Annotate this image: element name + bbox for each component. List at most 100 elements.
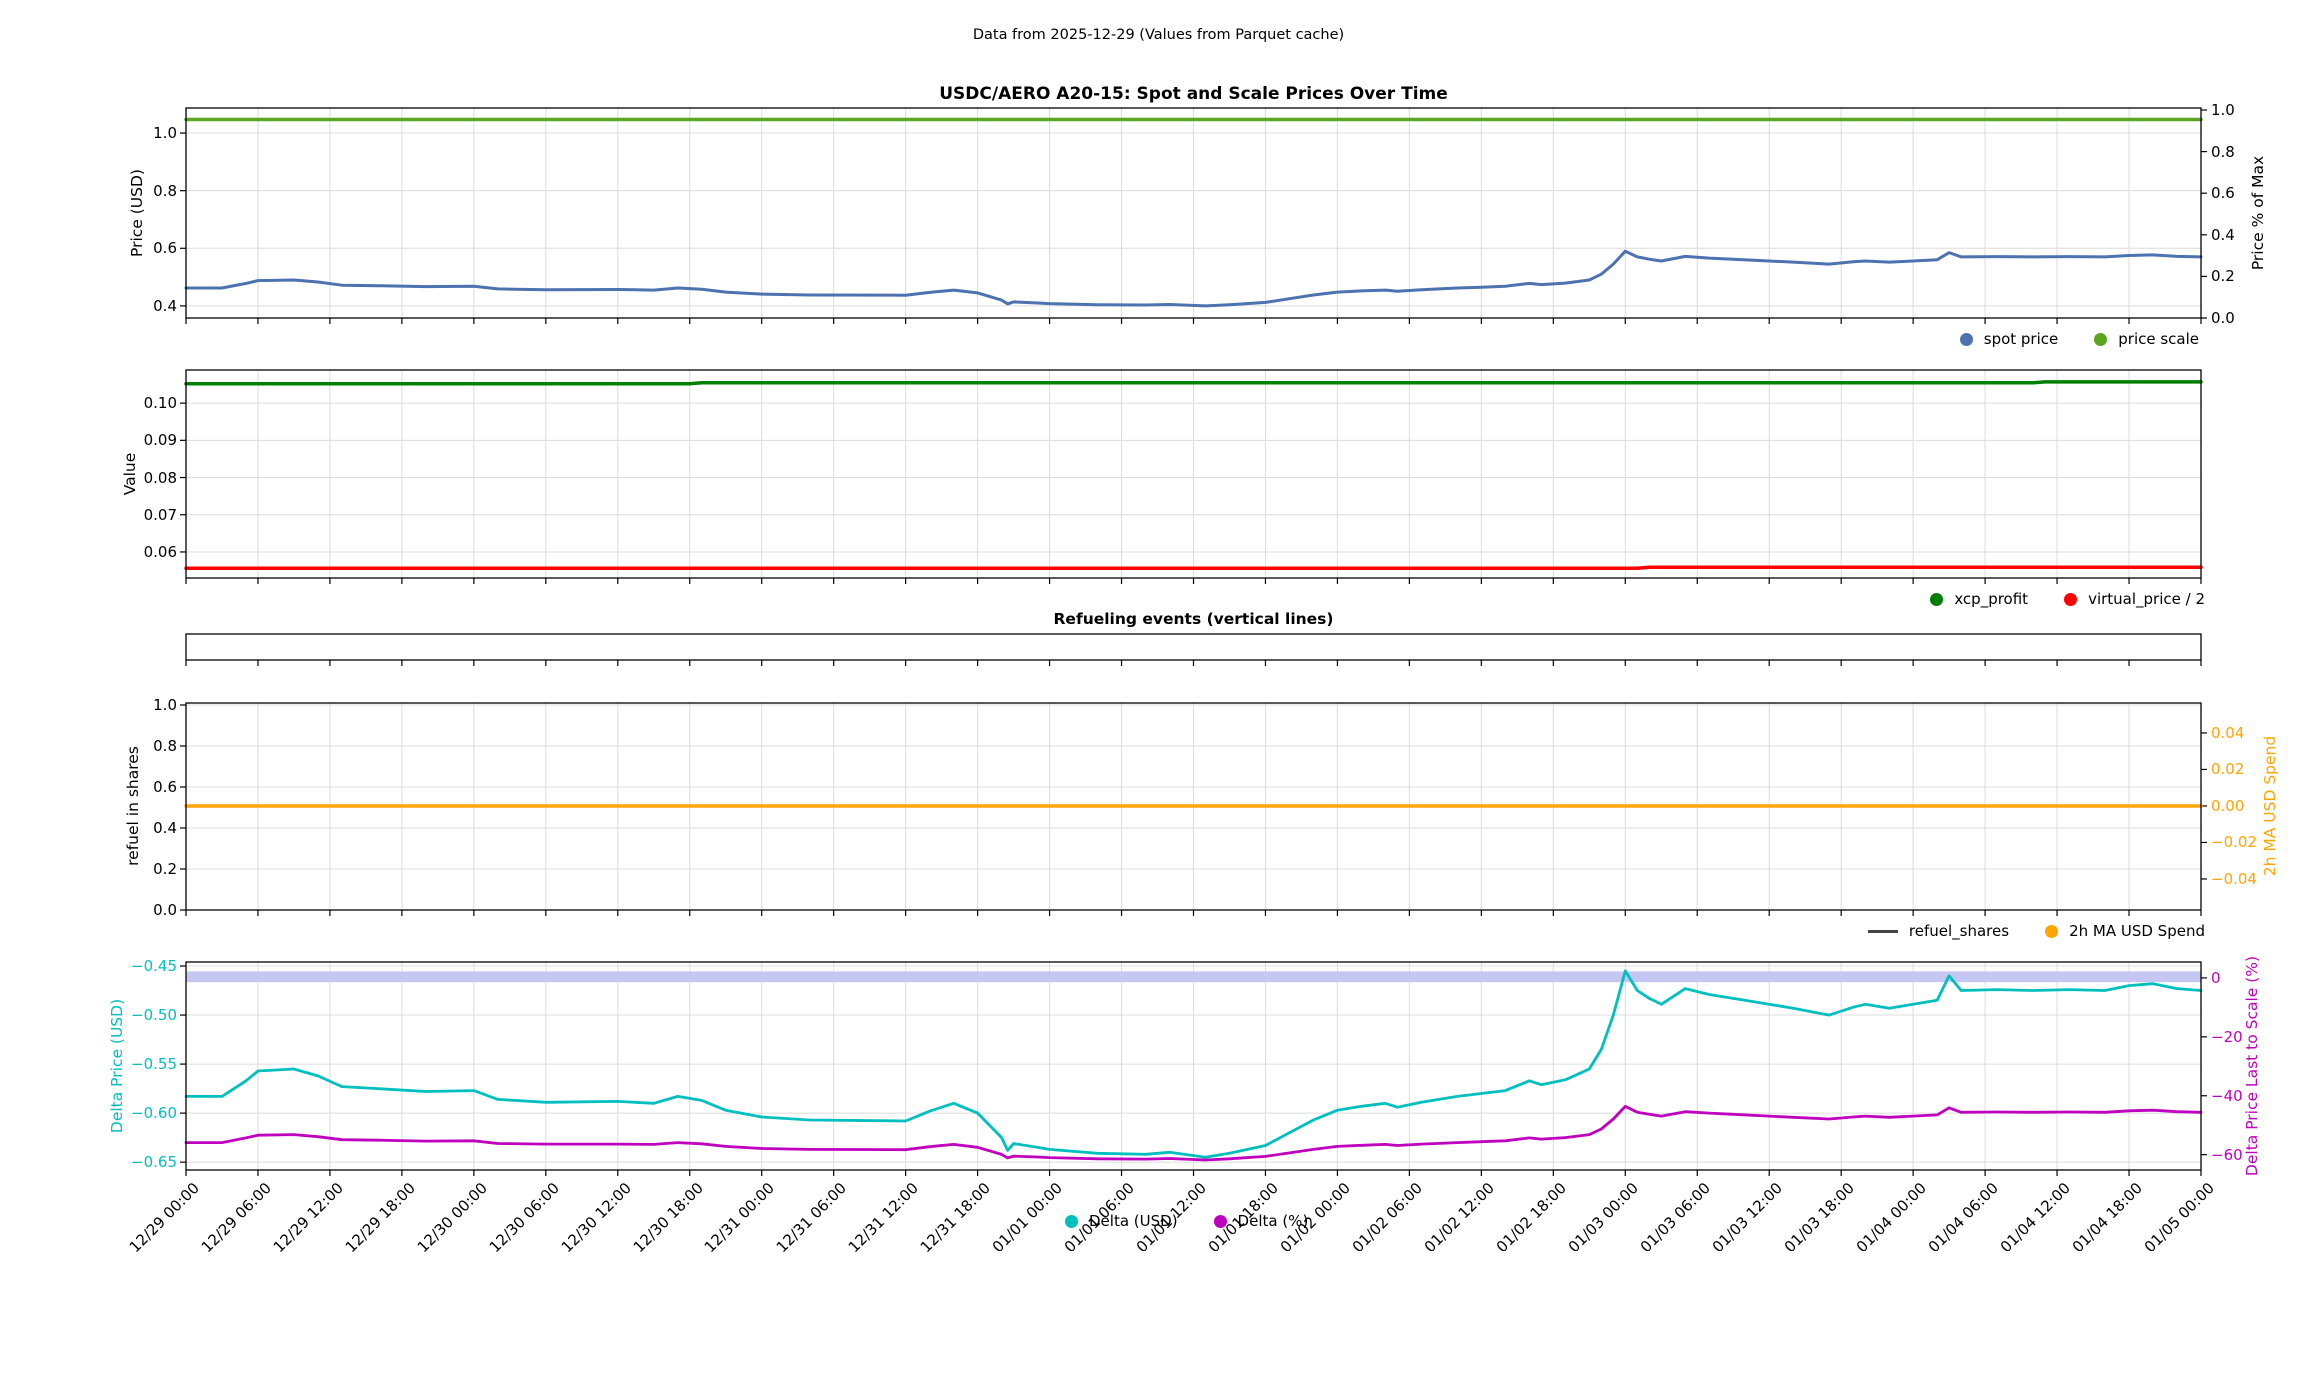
y-tick-label: 1.0	[2211, 100, 2235, 119]
panel-refuel-canvas	[180, 702, 2207, 916]
legend-item-price-scale: price scale	[2094, 330, 2199, 348]
legend-item-refuel-shares: refuel_shares	[1867, 922, 2010, 940]
y-tick-label: 0.07	[143, 505, 177, 524]
virtual-price-marker-icon	[2064, 592, 2078, 606]
figure-suptitle: Data from 2025-12-29 (Values from Parque…	[972, 27, 1345, 43]
y-tick-label: −60	[2211, 1145, 2243, 1164]
x-tick-label: 01/04 00:00	[1852, 1179, 1930, 1257]
legend-refuel: refuel_shares 2h MA USD Spend	[1867, 922, 2205, 940]
y-tick-label: 0.0	[2211, 309, 2235, 327]
y-tick-label: 0.02	[2211, 760, 2245, 779]
delta-usd-marker-icon	[1065, 1214, 1078, 1228]
x-tick-label: 12/29 18:00	[341, 1179, 419, 1257]
y-tick-label: 0.2	[2211, 267, 2235, 286]
x-tick-label: 01/01 00:00	[989, 1179, 1067, 1257]
y-tick-label: 1.0	[153, 124, 177, 143]
x-tick-label: 12/29 12:00	[269, 1179, 347, 1257]
x-tick-label: 12/30 18:00	[629, 1179, 707, 1257]
panel-value-canvas	[180, 369, 2203, 584]
legend-item-virtual-price: virtual_price / 2	[2064, 590, 2205, 608]
legend-label-refuel-shares: refuel_shares	[1908, 922, 2010, 940]
y-tick-label: −20	[2211, 1027, 2243, 1046]
x-tick-label: 01/02 06:00	[1348, 1179, 1427, 1257]
panel-refuel-events-canvas	[185, 633, 2202, 666]
y-tick-label: 0.8	[2211, 142, 2235, 161]
y-tick-label: 0.0	[153, 901, 177, 919]
y-tick-label: 0.8	[153, 736, 177, 755]
legend-item-delta-pct: Delta (%)	[1213, 1212, 1309, 1230]
legend-item-usd-spend: 2h MA USD Spend	[2045, 922, 2205, 940]
x-tick-label: 01/03 00:00	[1564, 1179, 1643, 1257]
y-tick-label: 0.00	[2211, 796, 2245, 815]
y-tick-label: −40	[2211, 1086, 2243, 1105]
y-tick-label: 0.10	[143, 394, 177, 413]
legend-value: xcp_profit virtual_price / 2	[1930, 590, 2205, 608]
usd-spend-marker-icon	[2045, 924, 2059, 938]
legend-label-xcp-profit: xcp_profit	[1954, 590, 2029, 608]
y-tick-label: −0.65	[131, 1153, 177, 1172]
y-tick-label: 0.6	[153, 239, 177, 258]
x-tick-label: 12/31 18:00	[917, 1179, 995, 1257]
panel-delta-ylabel-right: Delta Price Last to Scale (%)	[2243, 955, 2261, 1177]
y-tick-label: 0	[2211, 968, 2221, 987]
x-tick-label: 12/30 06:00	[485, 1179, 563, 1257]
panel-refuel-ylabel: refuel in shares	[124, 746, 142, 866]
panel-prices-canvas	[180, 107, 2207, 324]
y-tick-label: 0.6	[153, 777, 177, 796]
x-tick-label: 12/29 00:00	[125, 1179, 203, 1257]
x-tick-label: 12/31 00:00	[701, 1179, 779, 1257]
x-tick-label: 01/05 00:00	[2140, 1179, 2218, 1257]
y-tick-label: −0.02	[2211, 833, 2257, 852]
x-tick-label: 12/31 12:00	[845, 1179, 923, 1257]
y-tick-label: 0.4	[153, 818, 177, 837]
x-tick-label: 01/02 12:00	[1420, 1179, 1499, 1257]
xcp-profit-marker-icon	[1930, 592, 1944, 606]
legend-label-delta-usd: Delta (USD)	[1089, 1212, 1178, 1230]
y-tick-label: 0.4	[2211, 225, 2235, 244]
legend-item-delta-usd: Delta (USD)	[1065, 1212, 1178, 1230]
y-tick-label: 0.09	[143, 431, 177, 450]
y-tick-label: −0.55	[131, 1055, 177, 1074]
x-tick-label: 12/31 06:00	[773, 1179, 851, 1257]
price-scale-marker-icon	[2094, 332, 2108, 346]
panel-delta-canvas	[180, 961, 2207, 1176]
x-tick-label: 01/03 18:00	[1780, 1179, 1858, 1257]
y-tick-label: 0.8	[153, 181, 177, 200]
legend-label-price-scale: price scale	[2118, 330, 2199, 348]
legend-item-spot-price: spot price	[1959, 330, 2059, 348]
legend-prices: spot price price scale	[1959, 330, 2199, 348]
y-tick-label: 1.0	[153, 695, 177, 714]
y-tick-label: 0.2	[153, 859, 177, 878]
y-tick-label: −0.45	[131, 957, 177, 976]
y-tick-label: −0.50	[131, 1006, 177, 1025]
panel-refuel-ylabel-right: 2h MA USD Spend	[2261, 735, 2279, 877]
panel-refuel-events-title: Refueling events (vertical lines)	[1053, 610, 1334, 628]
x-tick-label: 01/04 18:00	[2068, 1179, 2146, 1257]
panel-prices-ylabel-right: Price % of Max	[2249, 155, 2267, 271]
y-tick-label: 0.6	[2211, 184, 2235, 203]
x-tick-label: 01/04 06:00	[1924, 1179, 2002, 1257]
y-tick-label: 0.06	[143, 542, 177, 561]
legend-delta: Delta (USD) Delta (%)	[1065, 1212, 1308, 1230]
legend-label-virtual-price: virtual_price / 2	[2088, 590, 2205, 608]
y-tick-label: 0.04	[2211, 723, 2245, 742]
x-tick-label: 01/03 06:00	[1636, 1179, 1714, 1257]
x-tick-label: 12/30 12:00	[557, 1179, 635, 1257]
legend-item-xcp-profit: xcp_profit	[1930, 590, 2028, 608]
x-tick-label: 01/03 12:00	[1708, 1179, 1786, 1257]
x-tick-label: 01/04 12:00	[1996, 1179, 2074, 1257]
y-tick-label: −0.60	[131, 1104, 177, 1123]
panel-prices-title: USDC/AERO A20-15: Spot and Scale Prices …	[939, 84, 1448, 104]
x-tick-label: 12/30 00:00	[413, 1179, 491, 1257]
delta-pct-marker-icon	[1213, 1214, 1227, 1228]
y-tick-label: −0.04	[2211, 869, 2257, 888]
spot-price-marker-icon	[1959, 332, 1973, 346]
legend-label-usd-spend: 2h MA USD Spend	[2069, 922, 2205, 940]
legend-label-spot-price: spot price	[1983, 330, 2059, 348]
x-tick-label: 01/02 18:00	[1492, 1179, 1571, 1257]
legend-label-delta-pct: Delta (%)	[1237, 1212, 1309, 1230]
y-tick-label: 0.08	[143, 468, 177, 487]
refuel-shares-marker-icon	[1867, 929, 1898, 933]
y-tick-label: 0.4	[153, 296, 177, 315]
